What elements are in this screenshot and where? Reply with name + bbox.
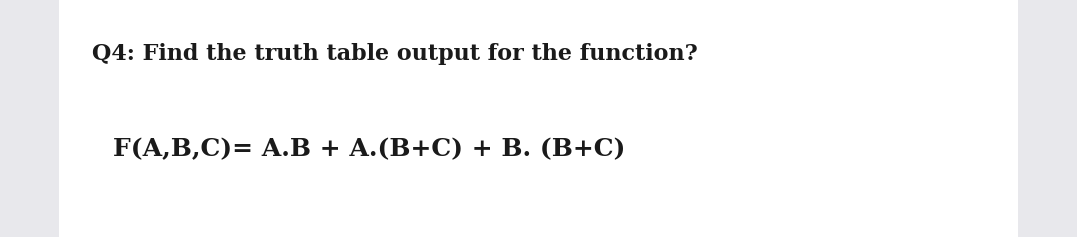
FancyBboxPatch shape (59, 0, 1018, 237)
Text: F(A,B,C)= A.B + A.(B+C) + B. (B+C): F(A,B,C)= A.B + A.(B+C) + B. (B+C) (113, 137, 626, 161)
Text: Q4: Find the truth table output for the function?: Q4: Find the truth table output for the … (92, 43, 697, 65)
